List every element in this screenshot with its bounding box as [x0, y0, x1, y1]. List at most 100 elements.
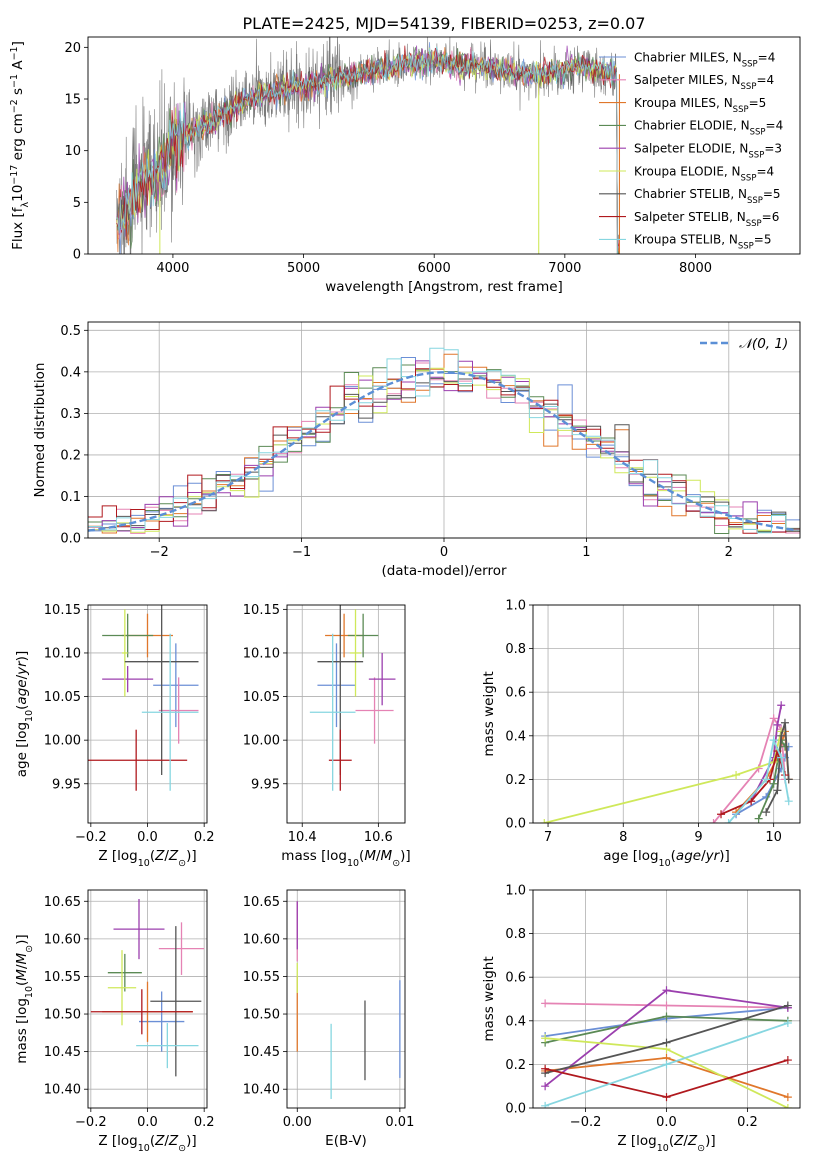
- mass-weight-marker: [540, 819, 549, 823]
- mass-weight-marker: [769, 714, 778, 723]
- errorbar-point: [368, 652, 396, 706]
- mass_vs_Z-xtick-label: 0.2: [194, 1115, 215, 1130]
- errorbar-point: [107, 950, 137, 1026]
- age_vs_Z-grid: [88, 605, 207, 823]
- mass-weight-marker: [783, 1056, 792, 1065]
- residuals-xtick-label: −2: [150, 545, 169, 560]
- legend-entry: Salpeter MILES, NSSP=4: [634, 73, 774, 92]
- residual-histogram-6: [88, 367, 800, 533]
- mass-weight-marker: [777, 731, 786, 740]
- residuals-ytick-label: 0.1: [60, 490, 81, 505]
- mass-weight-marker: [784, 797, 793, 806]
- mass_vs_Z-xtick-label: −0.2: [75, 1115, 107, 1130]
- massweight_vs_age-xtick-label: 8: [619, 830, 627, 845]
- mass_vs_Z-ytick-label: 10.60: [44, 932, 81, 947]
- axes-frame: [87, 36, 801, 255]
- massweight_vs_Z-panel: −0.2 0.0 0.2 0.0 0.2 0.4 0.6 0.8 1.0 Z [log10(Z/Z…: [481, 884, 801, 1154]
- age_vs_Z-ytick-label: 10.05: [44, 690, 81, 705]
- residuals-ytick-label: 0.3: [60, 407, 81, 422]
- spectrum-ytick-label: 0: [73, 248, 81, 263]
- age_vs_Z-xlabel: Z [log10(Z/Z⊙)]: [98, 848, 196, 869]
- massweight_vs_Z-ytick-label: 1.0: [505, 884, 526, 899]
- axes-frame: [286, 604, 406, 824]
- figure-title: PLATE=2425, MJD=54139, FIBERID=0253, z=0…: [242, 14, 645, 33]
- spectrum-xtick-label: 4000: [156, 261, 189, 276]
- spectrum-xtick-label: 8000: [679, 261, 712, 276]
- errorbar-point: [355, 677, 394, 744]
- errorbar-point: [88, 729, 188, 791]
- mass-weight-marker: [784, 775, 793, 784]
- mass_vs_Z-ytick-label: 10.40: [44, 1083, 81, 1098]
- residuals-xtick-label: 1: [582, 545, 590, 560]
- massweight_vs_Z-ytick-label: 0.6: [505, 971, 526, 986]
- residual-histogram-8: [88, 368, 800, 534]
- residuals-legend: 𝒩(0, 1): [700, 336, 788, 352]
- mass_vs_ebv-ytick-label: 10.55: [243, 970, 280, 985]
- errorbar-point: [309, 633, 356, 791]
- mass_vs_Z-panel: −0.2 0.0 0.2 10.40 10.45 10.50 10.55 10.60 10.65…: [14, 889, 215, 1154]
- mass_vs_ebv-ytick-label: 10.40: [243, 1083, 280, 1098]
- spectrum-ytick-label: 10: [64, 144, 81, 159]
- mass-weight-marker: [724, 819, 733, 823]
- mass_vs_ebv-grid: [287, 890, 405, 1108]
- massweight_vs_age-xlabel: age [log10(age/yr)]: [603, 848, 729, 869]
- mass_vs_Z-plot-area: [90, 899, 205, 1077]
- errorbar-point: [124, 605, 199, 776]
- massweight_vs_age-ytick-label: 0.0: [505, 817, 526, 832]
- spectrum-xtick-label: 5000: [287, 261, 320, 276]
- age_vs_mass-ytick-label: 10.05: [243, 690, 280, 705]
- model-spectrum-8: [116, 45, 620, 247]
- residuals-xtick-label: −1: [292, 545, 311, 560]
- massweight_vs_Z-ytick-label: 0.2: [505, 1058, 526, 1073]
- mass_vs_Z-ytick-label: 10.45: [44, 1045, 81, 1060]
- age_vs_Z-plot-area: [88, 605, 199, 791]
- mass-weight-marker: [662, 1093, 671, 1102]
- errorbar-point: [158, 677, 199, 744]
- massweight_vs_age-ytick-label: 0.2: [505, 773, 526, 788]
- mass-weight-marker: [541, 1034, 550, 1043]
- axes-frame: [87, 604, 208, 824]
- age_vs_mass-plot-area: [309, 605, 396, 791]
- errorbar-point: [347, 613, 379, 658]
- mass_vs_ebv-xlabel: E(B-V): [325, 1133, 367, 1149]
- mass_vs_Z-xtick-label: 0.0: [137, 1115, 158, 1130]
- age_vs_mass-xtick-label: 10.6: [364, 830, 393, 845]
- age_vs_Z-ytick-label: 10.10: [44, 646, 81, 661]
- normal-reference-curve: [88, 371, 798, 532]
- residuals-panel: −2 −1 0 1 2 0.0 0.1 0.2 0.3 0.4 0.5 (data-model)/er…: [32, 321, 801, 579]
- errorbar-point: [141, 633, 199, 791]
- residual-histogram-3: [88, 353, 800, 534]
- massweight_vs_age-ytick-label: 0.4: [505, 729, 526, 744]
- age_vs_mass-ytick-label: 10.15: [243, 603, 280, 618]
- age_vs_Z-xtick-label: −0.2: [75, 830, 107, 845]
- errorbar-point: [102, 666, 154, 693]
- errorbar-point: [317, 643, 356, 728]
- residual-histogram-5: [88, 360, 800, 533]
- mass_vs_ebv-panel: 0.00 0.01 10.40 10.45 10.50 10.55 10.60 10.65 E(…: [243, 889, 414, 1149]
- mass-weight-marker: [783, 1104, 792, 1108]
- age_vs_mass-ytick-label: 9.95: [251, 777, 280, 792]
- mass-weight-marker: [754, 814, 763, 823]
- legend-entry: Chabrier ELODIE, NSSP=4: [634, 119, 783, 138]
- massweight_vs_age-ytick-label: 0.8: [505, 642, 526, 657]
- errorbar-point: [158, 922, 205, 975]
- spectrum-ylabel: Flux [fλ10−17 erg cm−2 s−1 A−1]: [9, 41, 31, 250]
- massweight_vs_age-xtick-label: 7: [544, 830, 552, 845]
- residuals-ytick-label: 0.5: [60, 324, 81, 339]
- massweight_vs_age-ytick-label: 0.6: [505, 686, 526, 701]
- mass-weight-marker: [762, 808, 771, 817]
- mass-weight-marker: [769, 736, 778, 745]
- mass-weight-marker: [783, 1093, 792, 1102]
- massweight_vs_age-panel: 7 8 9 10 0.0 0.2 0.4 0.6 0.8 1.0 age [log10(age/yr…: [481, 599, 801, 869]
- mass-weight-marker: [541, 1064, 550, 1073]
- residuals-ytick-label: 0.4: [60, 365, 81, 380]
- mass_vs_ebv-ytick-label: 10.45: [243, 1045, 280, 1060]
- massweight_vs_age-ytick-label: 1.0: [505, 599, 526, 614]
- errorbar-point: [150, 926, 202, 1077]
- errorbar-point: [122, 609, 128, 697]
- residual-histogram-7: [88, 377, 800, 533]
- spectrum-plot-area: [116, 37, 621, 254]
- residuals-ytick-label: 0.0: [60, 532, 81, 547]
- mass_vs_Z-xlabel: Z [log10(Z/Z⊙)]: [98, 1133, 196, 1154]
